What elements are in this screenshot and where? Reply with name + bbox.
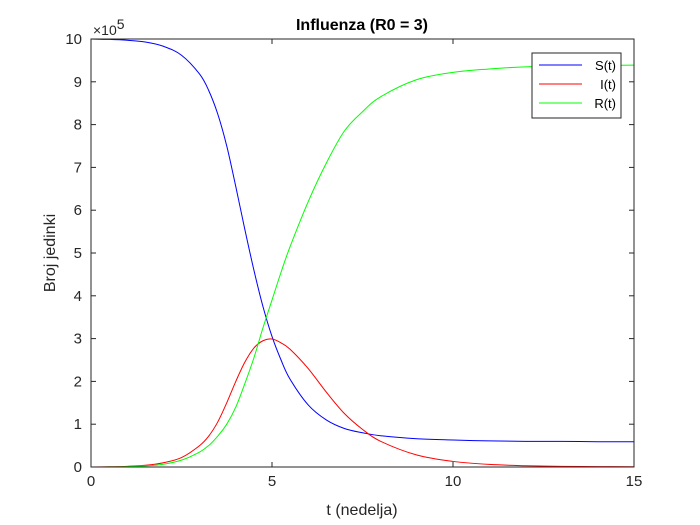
y-axis-exponent-base: ×10 (93, 22, 117, 38)
y-tick-label: 8 (74, 117, 82, 134)
y-axis-exponent: ×105 (93, 16, 125, 38)
y-axis-label: Broj jedinki (42, 214, 59, 292)
x-tick-label: 5 (268, 473, 276, 490)
y-tick-label: 4 (74, 288, 82, 305)
y-tick-label: 7 (74, 159, 82, 176)
legend-entries: S(t) I(t) R(t) (539, 58, 616, 111)
series-line-rt (90, 64, 635, 468)
x-tick-label: 0 (87, 473, 95, 490)
legend[interactable]: S(t) I(t) R(t) (531, 52, 622, 119)
legend-label-st: S(t) (595, 58, 616, 73)
y-tick-label: 2 (74, 373, 82, 390)
chart-title: Influenza (R0 = 3) (296, 17, 428, 34)
y-tick-label: 0 (74, 459, 82, 476)
tick-layer: 0 5 10 15 0 1 2 3 4 5 6 7 8 9 10 (65, 31, 642, 490)
legend-label-rt: R(t) (594, 96, 616, 111)
legend-label-it: I(t) (600, 77, 616, 92)
series-layer (90, 38, 635, 468)
y-tick-label: 6 (74, 202, 82, 219)
legend-box (531, 52, 622, 119)
y-axis-exponent-power: 5 (117, 16, 125, 32)
y-tick-label: 10 (65, 31, 82, 48)
y-tick-label: 9 (74, 74, 82, 91)
x-axis-label: t (nedelja) (326, 502, 397, 519)
series-line-st (90, 38, 635, 443)
x-tick-label: 15 (626, 473, 643, 490)
y-tick-label: 1 (74, 416, 82, 433)
y-tick-label: 5 (74, 245, 82, 262)
series-line-it (90, 338, 635, 468)
y-tick-label: 3 (74, 331, 82, 348)
x-tick-label: 10 (445, 473, 462, 490)
